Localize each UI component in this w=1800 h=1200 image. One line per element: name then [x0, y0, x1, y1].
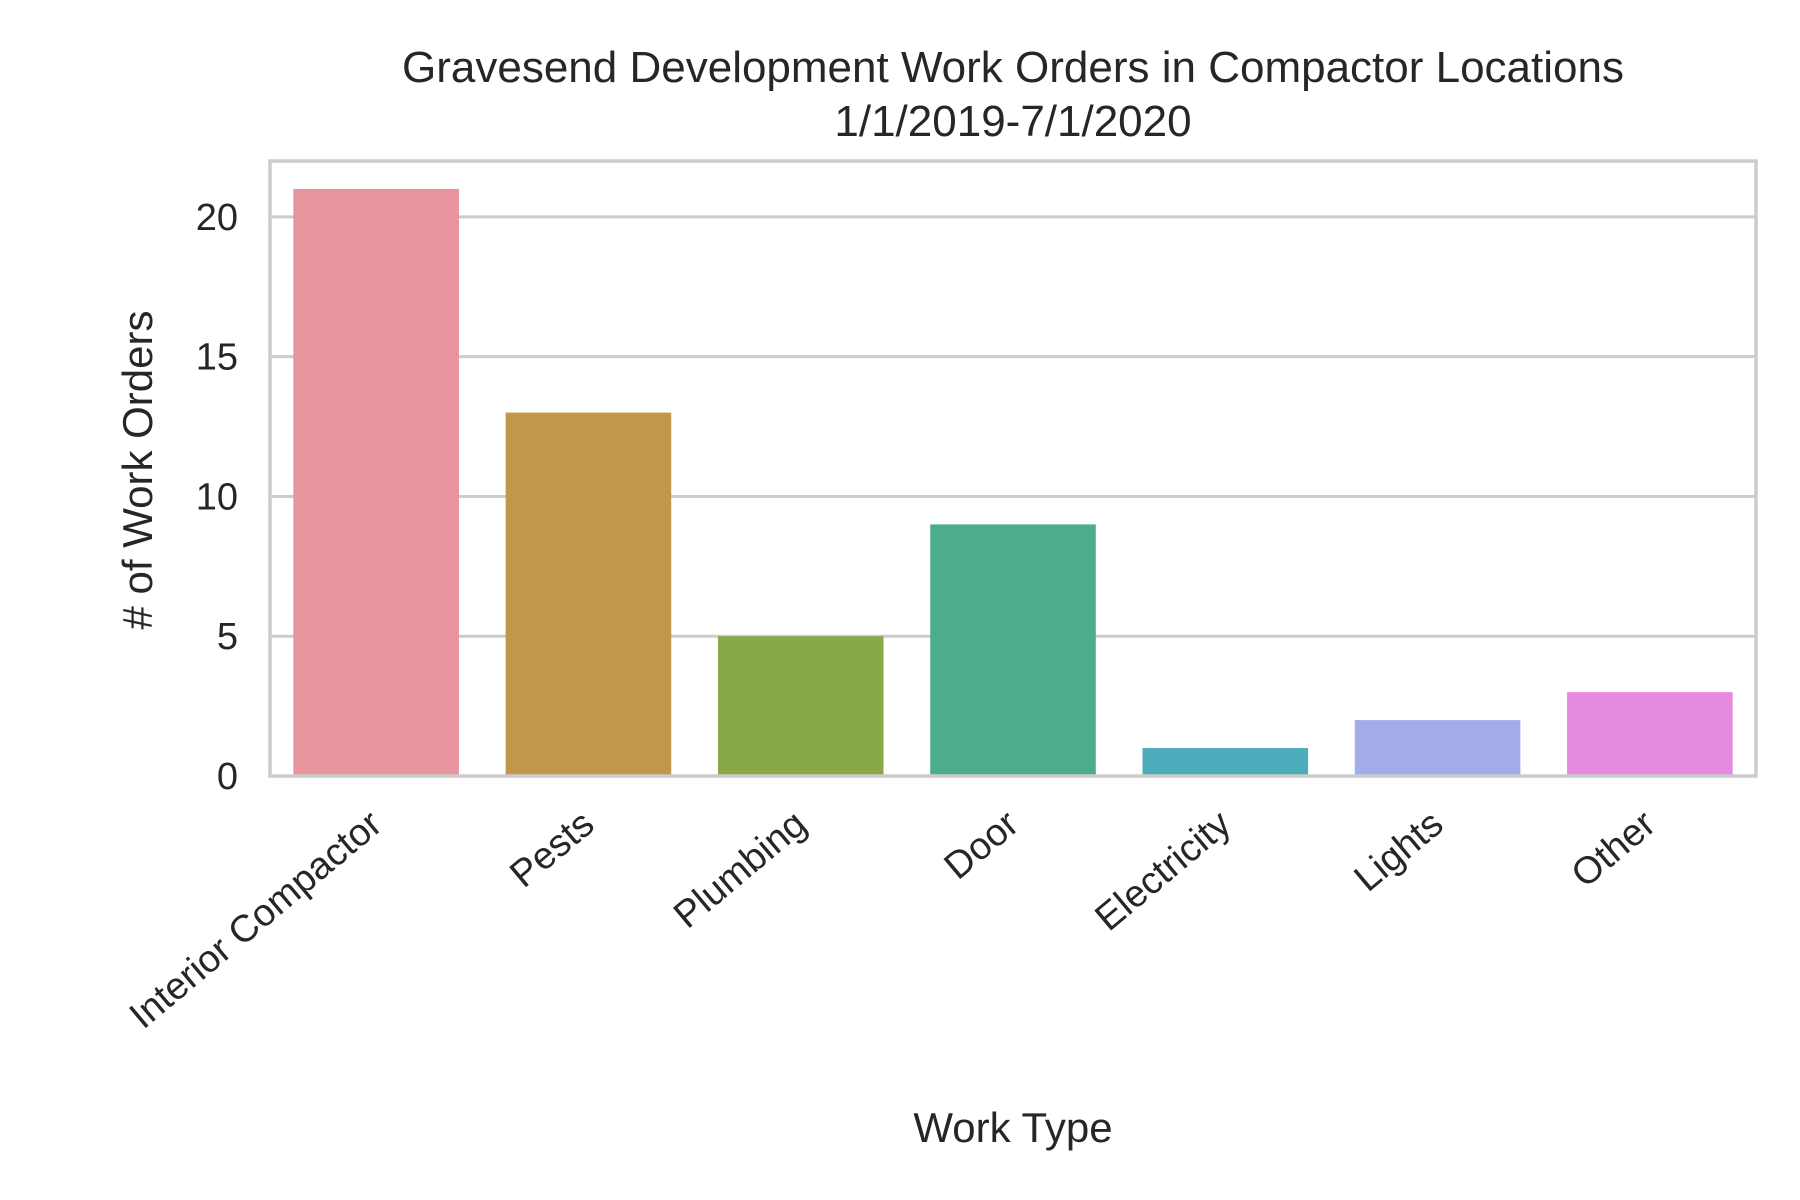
- x-tick-label: Interior Compactor: [122, 803, 390, 1038]
- y-tick-label: 0: [217, 756, 238, 798]
- x-tick-label: Plumbing: [666, 803, 814, 937]
- y-axis-label: # of Work Orders: [114, 311, 161, 630]
- y-tick-labels: 0 5 10 15 20: [196, 197, 238, 798]
- bar-plumbing: [717, 636, 884, 776]
- y-tick-label: 5: [217, 616, 238, 658]
- bar-door: [930, 524, 1096, 776]
- y-tick-label: 20: [196, 197, 238, 239]
- x-axis-label: Work Type: [913, 1104, 1112, 1151]
- bars: [293, 188, 1733, 777]
- x-tick-label: Other: [1564, 803, 1664, 896]
- chart-title: Gravesend Development Work Orders in Com…: [402, 43, 1624, 92]
- x-tick-label: Electricity: [1088, 803, 1240, 940]
- y-tick-label: 15: [196, 337, 238, 379]
- x-tick-label: Lights: [1347, 803, 1452, 900]
- plot-frame: [268, 159, 1758, 778]
- bar-lights: [1354, 720, 1521, 776]
- bar-electricity: [1142, 748, 1309, 776]
- bar-other: [1567, 692, 1733, 776]
- bar-pests: [505, 412, 672, 776]
- x-tick-label: Door: [937, 803, 1027, 888]
- x-tick-labels: Interior Compactor Pests Plumbing Door Elect…: [122, 803, 1664, 1038]
- y-tick-label: 10: [196, 476, 238, 518]
- chart-subtitle: 1/1/2019-7/1/2020: [834, 97, 1191, 146]
- x-tick-label: Pests: [502, 803, 602, 896]
- bar-interior-compactor: [293, 188, 459, 777]
